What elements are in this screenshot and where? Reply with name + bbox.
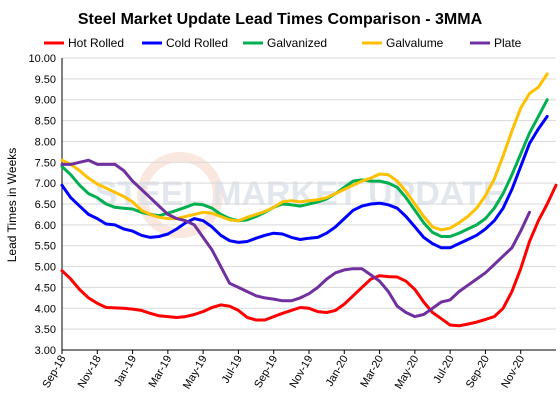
y-tick-label: 5.50 [35,241,56,253]
x-tick-label: Sep-18 [40,354,68,391]
y-tick-label: 6.00 [35,220,56,232]
y-tick-label: 4.00 [35,303,56,315]
chart-title: Steel Market Update Lead Times Compariso… [78,11,483,28]
x-tick-label: Jul-20 [431,354,456,386]
x-tick-label: May-20 [393,354,422,392]
x-tick-label: Mar-19 [147,354,175,390]
legend: Hot Rolled Cold Rolled Galvanized Galvalume… [44,36,522,50]
y-tick-label: 7.50 [35,157,56,169]
x-tick-label: Nov-20 [499,354,527,391]
y-tick-label: 9.00 [35,95,56,107]
x-tick-label: Nov-19 [287,354,315,391]
y-tick-label: 9.50 [35,74,56,86]
x-tick-label: Sep-20 [464,354,492,391]
watermark: STEEL MARKET UPDATE [95,152,505,238]
x-tick-label: Sep-19 [252,354,280,391]
x-tick-label: Jan-20 [324,354,351,389]
y-tick-label: 10.00 [28,53,56,65]
y-tick-label: 3.50 [35,324,56,336]
y-tick-label: 6.50 [35,199,56,211]
series-line-galvalume [60,72,549,232]
legend-label: Cold Rolled [166,36,228,50]
y-axis-title: Lead Times in Weeks [5,148,19,263]
axes: 3.00 3.50 4.00 4.50 5.00 5.50 6.00 6.50 7.00 7.50… [28,53,556,391]
y-tick-label: 8.50 [35,116,56,128]
watermark-logo-icon [137,152,223,238]
legend-label: Galvalume [386,36,444,50]
series-lines [60,72,558,328]
x-tick-label: Nov-18 [76,354,104,391]
legend-label: Hot Rolled [68,36,124,50]
series-line-cold-rolled [60,114,549,250]
legend-label: Galvanized [267,36,327,50]
legend-label: Plate [494,36,522,50]
series-line-hot-rolled [60,183,558,328]
y-tick-label: 8.00 [35,136,56,148]
x-tick-label: Mar-20 [358,354,386,390]
y-tick-label: 3.00 [35,345,56,357]
y-tick-label: 5.00 [35,262,56,274]
x-tick-label: May-19 [181,354,210,392]
y-tick-label: 4.50 [35,282,56,294]
series-line-galvanized [60,98,549,238]
y-tick-label: 7.00 [35,178,56,190]
x-tick-label: Jul-19 [220,354,245,386]
series-line-plate [60,158,531,319]
x-tick-label: Jan-19 [112,354,139,389]
